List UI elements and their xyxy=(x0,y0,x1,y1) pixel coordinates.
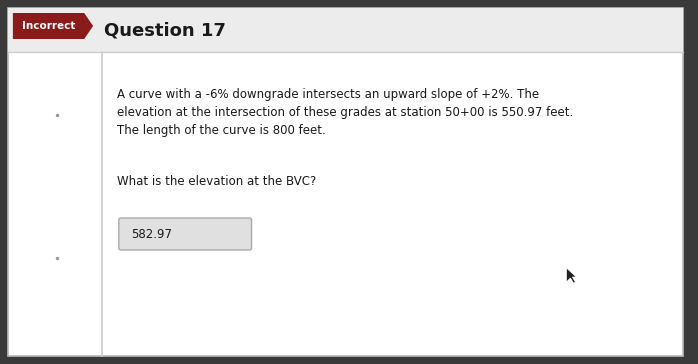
FancyBboxPatch shape xyxy=(119,218,251,250)
Text: What is the elevation at the BVC?: What is the elevation at the BVC? xyxy=(117,175,316,188)
FancyBboxPatch shape xyxy=(8,8,683,356)
Polygon shape xyxy=(13,13,93,39)
FancyBboxPatch shape xyxy=(8,8,683,52)
Text: elevation at the intersection of these grades at station 50+00 is 550.97 feet.: elevation at the intersection of these g… xyxy=(117,106,573,119)
Text: Incorrect: Incorrect xyxy=(22,21,75,31)
Text: Question 17: Question 17 xyxy=(104,21,226,39)
Polygon shape xyxy=(567,268,577,283)
Text: The length of the curve is 800 feet.: The length of the curve is 800 feet. xyxy=(117,124,325,137)
Text: 582.97: 582.97 xyxy=(131,228,172,241)
Text: A curve with a -6% downgrade intersects an upward slope of +2%. The: A curve with a -6% downgrade intersects … xyxy=(117,88,539,101)
